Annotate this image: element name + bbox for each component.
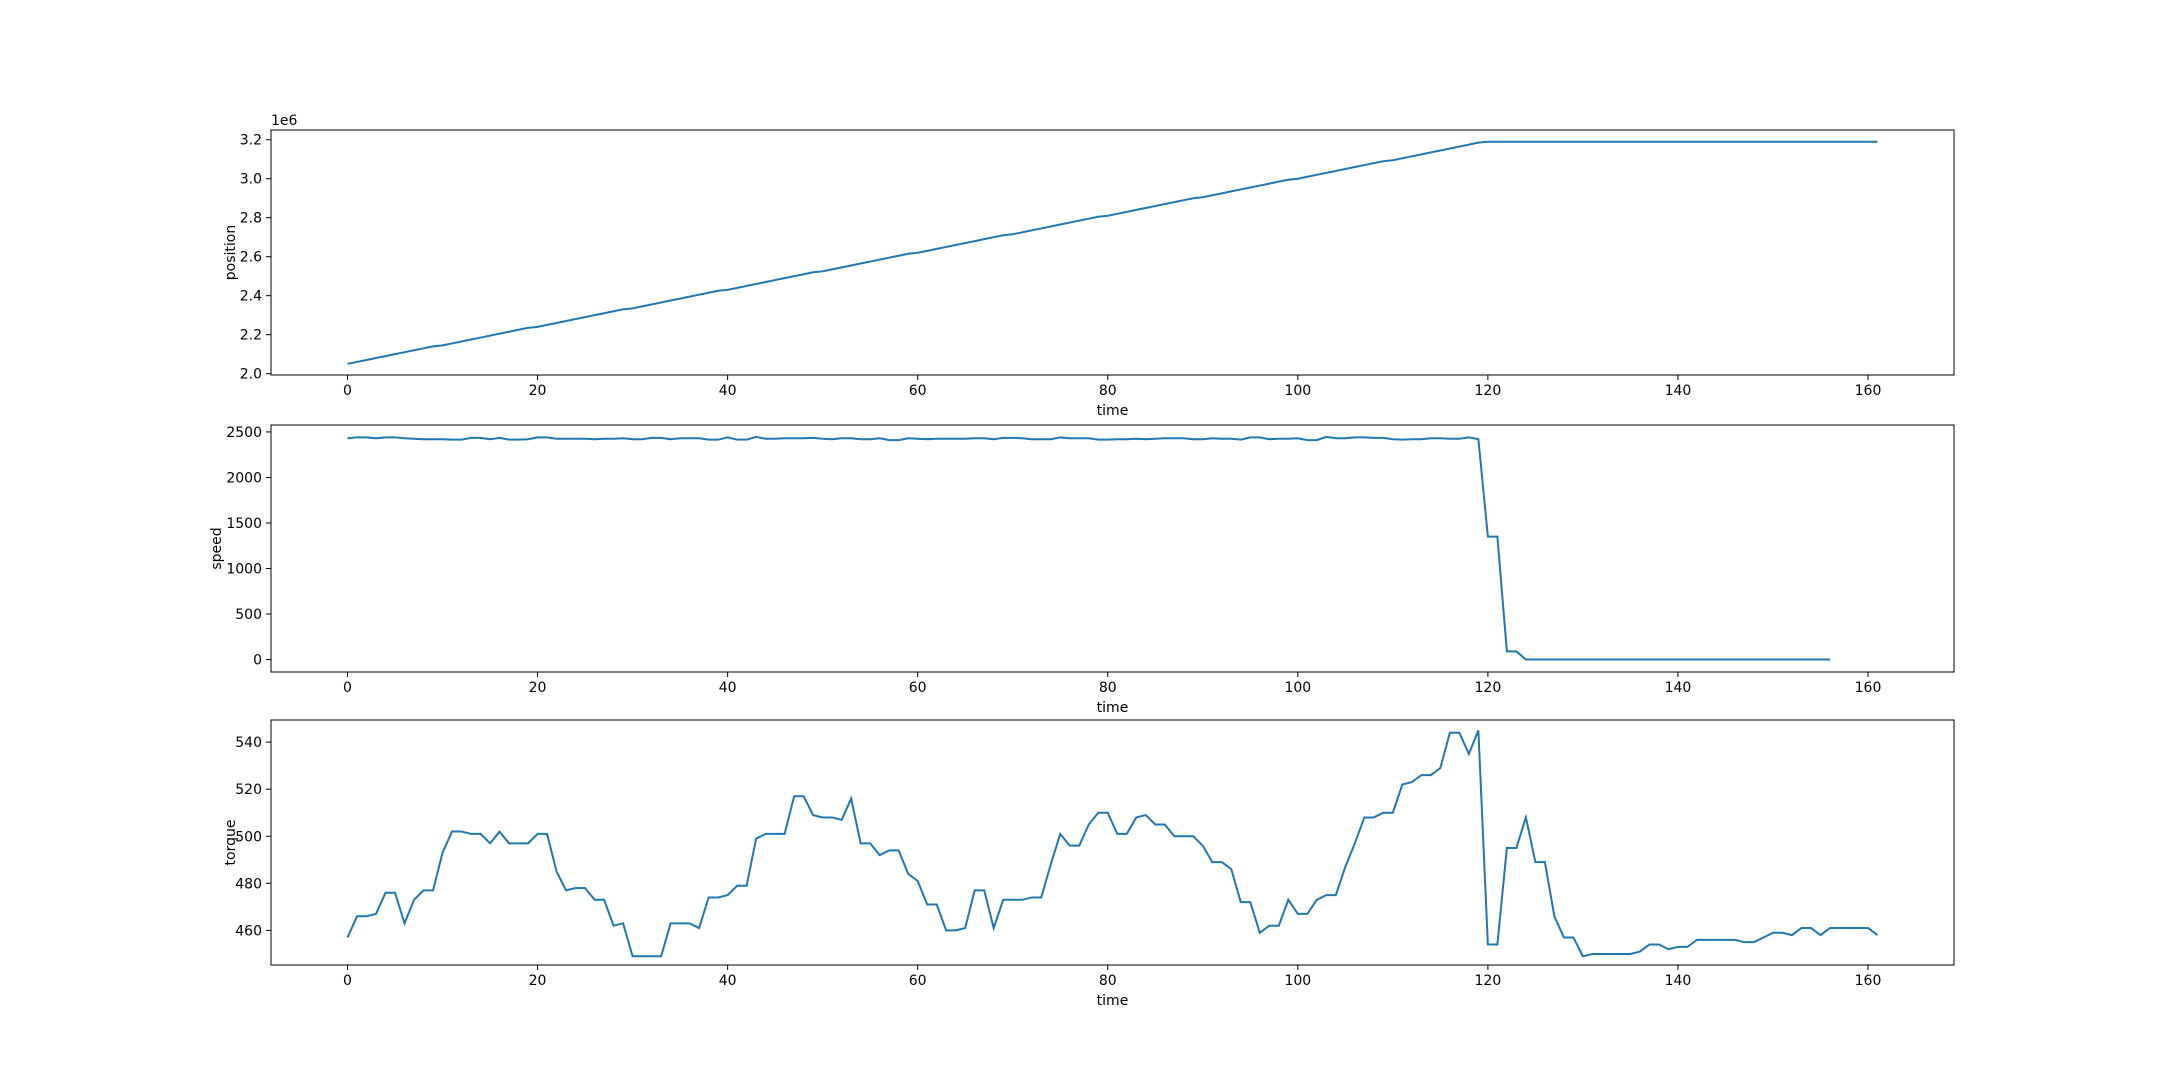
y-tick-label: 2.8	[240, 211, 262, 227]
plot-frame	[270, 129, 1955, 376]
x-tick-label: 120	[1475, 973, 1502, 989]
x-tick-label: 40	[719, 680, 737, 696]
y-tick-label: 460	[235, 923, 262, 939]
x-tick-label: 100	[1284, 383, 1311, 399]
x-tick-label: 60	[909, 680, 927, 696]
x-tick-label: 0	[343, 680, 352, 696]
x-tick-label: 20	[529, 973, 547, 989]
x-tick-label: 60	[909, 383, 927, 399]
x-tick-label: 140	[1665, 383, 1692, 399]
plot-frame	[270, 719, 1955, 966]
data-line	[347, 435, 1830, 661]
y-tick-label: 3.2	[240, 133, 262, 149]
data-line	[346, 729, 1879, 958]
y-tick-label: 480	[235, 876, 262, 892]
y-tick-label: 2.6	[240, 250, 262, 266]
y-tick-label: 1000	[226, 561, 262, 577]
x-tick-label: 60	[909, 973, 927, 989]
y-tick-label: 2.4	[240, 289, 262, 305]
y-axis-label: torque	[223, 820, 239, 866]
y-tick-label: 500	[235, 829, 262, 845]
x-tick-label: 120	[1475, 680, 1502, 696]
x-tick-label: 20	[529, 383, 547, 399]
y-axis-label: speed	[209, 527, 225, 569]
y-tick-label: 500	[235, 607, 262, 623]
x-tick-label: 80	[1099, 383, 1117, 399]
x-tick-label: 140	[1665, 973, 1692, 989]
axis-offset-label: 1e6	[271, 113, 298, 129]
x-tick-label: 40	[719, 383, 737, 399]
plot-frame	[270, 424, 1955, 673]
y-tick-label: 2.2	[240, 328, 262, 344]
x-tick-label: 120	[1475, 383, 1502, 399]
y-tick-label: 0	[253, 653, 262, 669]
y-tick-label: 2500	[226, 425, 262, 441]
x-tick-label: 160	[1855, 383, 1882, 399]
y-tick-label: 1500	[226, 516, 262, 532]
x-tick-label: 80	[1099, 973, 1117, 989]
x-tick-label: 100	[1284, 680, 1311, 696]
x-tick-label: 100	[1284, 973, 1311, 989]
x-tick-label: 20	[529, 680, 547, 696]
x-tick-label: 140	[1665, 680, 1692, 696]
x-tick-label: 80	[1099, 680, 1117, 696]
y-tick-label: 2000	[226, 470, 262, 486]
x-axis-label: time	[1097, 403, 1129, 419]
x-tick-label: 160	[1855, 680, 1882, 696]
x-tick-label: 160	[1855, 973, 1882, 989]
data-line	[347, 140, 1878, 365]
x-tick-label: 0	[343, 383, 352, 399]
x-axis-label: time	[1097, 700, 1129, 716]
x-axis-label: time	[1097, 993, 1129, 1009]
y-tick-label: 3.0	[240, 172, 262, 188]
x-tick-label: 0	[343, 973, 352, 989]
y-axis-label: position	[223, 225, 239, 280]
x-tick-label: 40	[719, 973, 737, 989]
y-tick-label: 540	[235, 735, 262, 751]
y-tick-label: 2.0	[240, 367, 262, 383]
y-tick-label: 520	[235, 782, 262, 798]
